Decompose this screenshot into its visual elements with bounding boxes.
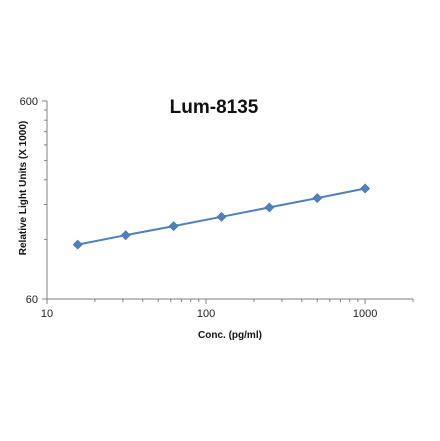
- x-tick-label: 10: [41, 308, 53, 320]
- data-point: [312, 193, 323, 204]
- y-tick-label: 60: [26, 294, 38, 306]
- x-axis-title: Conc. (pg/ml): [198, 330, 262, 341]
- y-ticks: [42, 100, 47, 300]
- x-tick-labels: 10 100 1000: [41, 308, 377, 320]
- x-tick-label: 1000: [353, 308, 377, 320]
- y-axis-title: Relative Light Units (X 1000): [18, 121, 29, 255]
- data-point: [264, 202, 275, 213]
- series-markers: [72, 183, 371, 250]
- y-tick-labels: 60 600: [20, 96, 38, 306]
- y-tick-label: 600: [20, 96, 38, 108]
- data-point: [168, 221, 179, 232]
- x-tick-label: 100: [197, 308, 215, 320]
- data-point: [216, 211, 227, 222]
- data-point: [360, 183, 371, 194]
- data-point: [72, 239, 83, 250]
- chart-title: Lum-8135: [170, 97, 259, 118]
- series-1: [72, 183, 371, 250]
- x-ticks: [46, 299, 414, 304]
- axes: [42, 100, 414, 304]
- data-point: [120, 230, 131, 241]
